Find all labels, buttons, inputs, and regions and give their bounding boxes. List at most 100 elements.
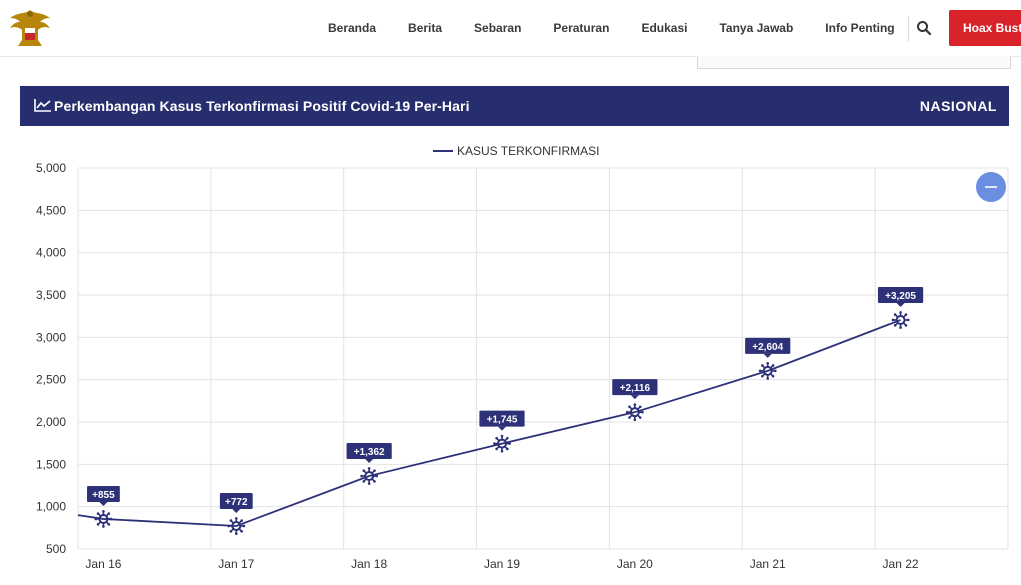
virus-marker-tip (771, 364, 775, 367)
nav-item-tanya-jawab[interactable]: Tanya Jawab (719, 21, 794, 35)
virus-marker-tip (500, 434, 504, 438)
virus-marker-tip (373, 469, 376, 472)
virus-marker-tip (240, 519, 243, 522)
y-tick-label: 1,500 (36, 457, 66, 471)
y-tick-label: 5,000 (36, 161, 66, 175)
series-kasus-terkonfirmasi (77, 319, 901, 527)
data-label-box (479, 410, 525, 427)
virus-marker-tip (362, 480, 366, 483)
virus-marker-tip (373, 480, 376, 483)
virus-marker-icon[interactable] (891, 311, 910, 329)
chart-markers (94, 311, 910, 535)
virus-marker-tip (493, 442, 496, 445)
virus-marker-icon[interactable] (94, 510, 113, 528)
virus-marker-tip (638, 416, 642, 419)
data-label-text: +3,205 (885, 291, 916, 302)
virus-marker-tip (893, 313, 897, 316)
series-line (77, 319, 901, 527)
x-tick-label: Jan 21 (750, 557, 786, 571)
y-tick-label: 1,000 (36, 500, 66, 514)
search-icon[interactable] (914, 18, 934, 38)
data-label: +855 (87, 485, 120, 506)
virus-marker-tip (234, 532, 238, 535)
data-label-box (877, 286, 924, 303)
nav-item-berita[interactable]: Berita (408, 21, 443, 35)
y-tick-label: 2,000 (36, 415, 66, 429)
nav-item-peraturan[interactable]: Peraturan (553, 21, 610, 35)
data-label: +1,362 (346, 443, 392, 464)
virus-marker-icon[interactable] (625, 403, 644, 422)
data-label-pointer (232, 508, 241, 513)
nav-item-info-penting[interactable]: Info Penting (825, 21, 895, 35)
nav-item-sebaran[interactable]: Sebaran (474, 21, 522, 35)
x-tick-label: Jan 17 (218, 557, 254, 571)
virus-marker-tip (367, 467, 371, 470)
x-tick-label: Jan 22 (883, 557, 919, 571)
virus-marker-tip (229, 530, 233, 533)
chart-title: Perkembangan Kasus Terkonfirmasi Positif… (54, 98, 470, 114)
zoom-out-button[interactable] (976, 172, 1006, 202)
virus-marker-tip (893, 324, 897, 327)
search-dropdown-edge (697, 56, 1011, 69)
virus-marker-tip (495, 447, 498, 451)
data-label-pointer (365, 459, 374, 464)
garuda-logo-icon[interactable] (6, 4, 54, 52)
main-nav: Beranda Berita Sebaran Peraturan Edukasi… (312, 0, 911, 56)
virus-marker-tip (234, 517, 238, 520)
x-tick-label: Jan 18 (351, 557, 387, 571)
virus-marker-tip (360, 474, 363, 478)
virus-marker-tip (891, 318, 895, 322)
data-label: +1,745 (479, 410, 525, 431)
data-label-text: +855 (92, 490, 115, 501)
virus-marker-tip (766, 361, 770, 365)
virus-marker-tip (508, 442, 511, 445)
virus-marker-tip (500, 449, 504, 453)
nav-item-beranda[interactable]: Beranda (328, 21, 377, 35)
data-label-box (346, 443, 392, 460)
virus-marker-icon[interactable] (758, 361, 777, 380)
data-label: +2,116 (612, 379, 658, 400)
data-label-text: +1,362 (354, 447, 385, 458)
virus-marker-tip (625, 410, 629, 414)
virus-marker-tip (375, 474, 379, 478)
virus-marker-tip (758, 369, 762, 373)
x-tick-label: Jan 20 (617, 557, 653, 571)
virus-marker-tip (229, 519, 233, 522)
y-tick-label: 500 (46, 542, 66, 556)
virus-marker-tip (904, 324, 908, 327)
nav-divider (908, 16, 909, 42)
virus-marker-tip (107, 512, 111, 515)
top-navigation: Beranda Berita Sebaran Peraturan Edukasi… (0, 0, 1021, 57)
legend-label: KASUS TERKONFIRMASI (457, 144, 599, 158)
virus-marker-tip (102, 510, 105, 513)
virus-marker-tip (766, 377, 770, 380)
virus-marker-tip (774, 369, 777, 373)
virus-marker-icon[interactable] (493, 434, 511, 453)
virus-marker-tip (633, 418, 637, 422)
data-label-box (87, 485, 120, 502)
hoax-buster-button[interactable]: Hoax Buster (949, 10, 1021, 46)
virus-marker-tip (495, 436, 498, 440)
virus-marker-tip (506, 447, 509, 451)
x-tick-label: Jan 19 (484, 557, 520, 571)
y-tick-label: 4,000 (36, 246, 66, 260)
chart-scope-label: NASIONAL (919, 98, 997, 114)
virus-marker-tip (227, 524, 230, 528)
y-tick-label: 2,500 (36, 373, 66, 387)
data-label: +772 (219, 492, 253, 513)
data-label: +2,604 (745, 337, 791, 358)
line-chart: KASUS TERKONFIRMASI 500 1,000 1,500 2,000 2,… (36, 144, 1009, 571)
virus-marker-tip (242, 524, 246, 528)
virus-marker-icon[interactable] (227, 517, 246, 535)
data-label-pointer (763, 353, 772, 358)
virus-marker-tip (761, 374, 764, 378)
chart-legend[interactable]: KASUS TERKONFIRMASI (433, 144, 599, 158)
data-label-pointer (498, 426, 506, 431)
nav-item-edukasi[interactable]: Edukasi (641, 21, 688, 35)
virus-marker-tip (641, 410, 644, 414)
virus-marker-icon[interactable] (360, 467, 379, 485)
virus-marker-tip (240, 530, 243, 533)
virus-marker-tip (362, 469, 366, 472)
chart-header: Perkembangan Kasus Terkonfirmasi Positif… (20, 86, 1009, 126)
data-label-pointer (630, 395, 639, 400)
